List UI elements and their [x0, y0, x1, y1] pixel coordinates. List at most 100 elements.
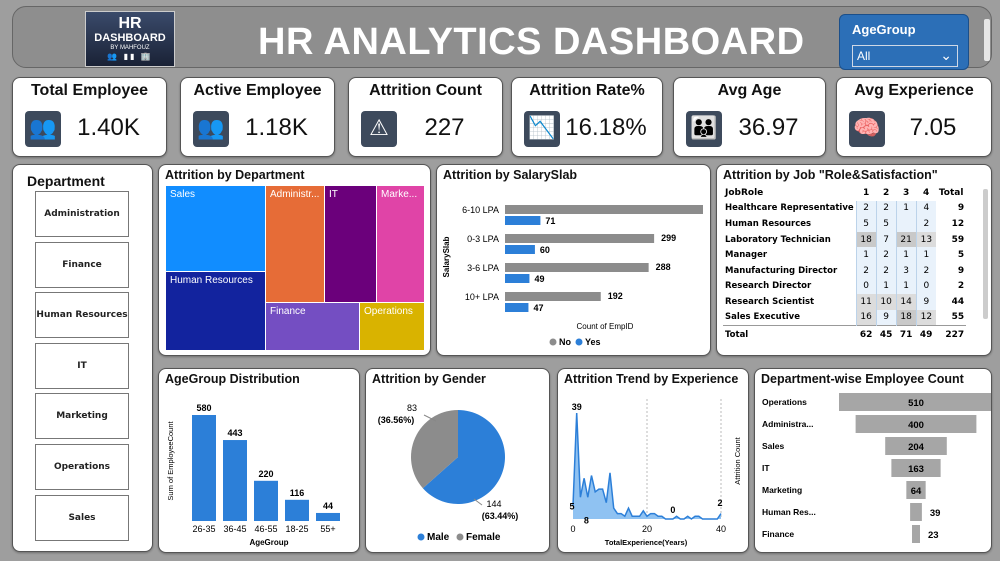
- trend-label-max: 39: [572, 402, 582, 412]
- attrition-by-gender-card: Attrition by Gender 83 (36.56%) 144 (63.44%…: [365, 368, 550, 553]
- kpi-title: Attrition Rate%: [529, 82, 645, 99]
- kpi-card: Avg Experience 🧠 7.05: [836, 77, 992, 157]
- jobrole-row[interactable]: Laboratory Technician 18 7 21 13 59: [723, 231, 966, 248]
- treemap-cell[interactable]: Administr...: [266, 186, 324, 302]
- treemap-cell[interactable]: Sales: [166, 186, 265, 271]
- age-xlabel: AgeGroup: [249, 538, 288, 547]
- treemap-cell[interactable]: Human Resources: [166, 272, 265, 350]
- trend-label-start: 5: [569, 501, 574, 511]
- kpi-card: Avg Age 👪 36.97: [673, 77, 826, 157]
- legend-no-marker: [549, 338, 557, 346]
- department-slicer-item[interactable]: Marketing: [35, 393, 129, 440]
- salary-bar-yes-label: 60: [540, 245, 550, 255]
- kpi-title: Attrition Count: [369, 82, 482, 99]
- jobrole-cell: 2: [915, 262, 937, 279]
- jobrole-total-cell: 49: [916, 324, 937, 341]
- jobrole-cell: 5: [957, 250, 965, 261]
- salary-bar-no-label: 192: [608, 291, 623, 301]
- salary-bar-yes-label: 71: [545, 216, 555, 226]
- jobrole-cell: Human Resources: [725, 218, 812, 229]
- jobrole-cell: 16: [855, 309, 877, 326]
- jobrole-row[interactable]: Sales Executive 16 9 18 12 55: [723, 309, 966, 326]
- agegroup-title: AgeGroup Distribution: [165, 372, 300, 386]
- age-category-label: 55+: [320, 524, 335, 534]
- salary-bar-no: [505, 292, 601, 301]
- department-slicer-item[interactable]: Administration: [35, 191, 129, 237]
- trend-area: [573, 413, 721, 519]
- age-bar-label: 44: [323, 501, 333, 511]
- jobrole-cell: 2: [855, 200, 877, 217]
- department-slicer-item[interactable]: Sales: [35, 494, 129, 541]
- agegroup-chart: Sum of EmployeeCount 580 26-35 443 36-45 220 4…: [166, 403, 340, 547]
- jobrole-cell: 1: [895, 200, 917, 217]
- jobrole-cell: 21: [895, 231, 917, 248]
- jobrole-scrollbar[interactable]: [983, 189, 988, 319]
- salary-bar-yes: [505, 274, 530, 283]
- department-slicer-item[interactable]: Human Resources: [35, 292, 129, 339]
- trend-tick-label: 40: [716, 524, 726, 534]
- agegroup-dropdown[interactable]: All ⌄: [852, 45, 958, 67]
- funnel-bar-label: 23: [928, 530, 939, 541]
- jobrole-cell: 55: [951, 312, 965, 323]
- jobrole-cell: 11: [855, 294, 877, 310]
- treemap-cell[interactable]: Finance: [266, 303, 359, 350]
- treemap-cell[interactable]: IT: [325, 186, 376, 302]
- jobrole-row[interactable]: Healthcare Representative 2 2 1 4 9: [723, 200, 966, 217]
- jobrole-cell: 13: [915, 231, 937, 248]
- kpi-value: 1.18K: [245, 114, 308, 141]
- legend-yes-label: Yes: [585, 337, 601, 347]
- jobrole-header-cell: Total: [938, 187, 964, 198]
- jobrole-row[interactable]: Research Scientist 11 10 14 9 44: [723, 294, 966, 310]
- funnel-category-label: IT: [762, 463, 770, 473]
- jobrole-header-cell: 3: [903, 187, 910, 198]
- jobrole-cell: 12: [915, 309, 937, 326]
- jobrole-cell: 2: [875, 262, 897, 279]
- legend-male-label: Male: [427, 532, 450, 543]
- declining-chart-icon: 📉: [524, 111, 560, 147]
- salary-category-label: 6-10 LPA: [462, 205, 499, 215]
- jobrole-cell: Research Scientist: [725, 296, 815, 307]
- pie-female-leader: [423, 414, 437, 422]
- jobrole-total-cell: 45: [876, 324, 897, 341]
- agegroup-slicer[interactable]: AgeGroup All ⌄: [839, 14, 969, 70]
- attrition-trend-card: Attrition Trend by Experience 39 8 5 0 2 0 20 4…: [557, 368, 749, 553]
- kpi-title: Active Employee: [193, 82, 322, 99]
- header-scrollbar[interactable]: [984, 19, 990, 61]
- age-bar: [254, 480, 278, 521]
- kpi-value: 7.05: [909, 114, 957, 141]
- trend-xlabel: TotalExperience(Years): [605, 538, 688, 547]
- jobrole-row[interactable]: Manager 1 2 1 1 5: [723, 247, 966, 263]
- legend-female-marker: [456, 533, 464, 541]
- jobrole-cell: 4: [915, 200, 937, 217]
- funnel-category-label: Administra...: [762, 419, 813, 429]
- department-slicer-item[interactable]: Operations: [35, 444, 129, 490]
- trend-ylabel: Attrition Count: [733, 436, 742, 484]
- salary-category-label: 10+ LPA: [465, 292, 499, 302]
- brain-head-icon: 🧠: [849, 111, 885, 147]
- jobrole-row[interactable]: Human Resources 5 5 2 12: [723, 216, 966, 232]
- kpi-card: Attrition Rate% 📉 16.18%: [511, 77, 663, 157]
- gender-title: Attrition by Gender: [372, 372, 486, 386]
- treemap-cell[interactable]: Operations: [360, 303, 424, 350]
- jobrole-cell: Healthcare Representative: [725, 203, 854, 214]
- jobrole-matrix: JobRole 1 2 3 4 Total Healthcare Representativ…: [723, 185, 967, 341]
- treemap-cell[interactable]: Marke...: [377, 186, 424, 302]
- department-slicer-item[interactable]: IT: [35, 342, 129, 389]
- trend-label-8: 8: [584, 515, 589, 525]
- jobrole-header-cell: 1: [863, 187, 870, 198]
- age-bar-label: 116: [290, 488, 305, 498]
- legend-male-marker: [417, 533, 425, 541]
- jobrole-row[interactable]: Manufacturing Director 2 2 3 2 9: [723, 262, 966, 279]
- funnel-bar: [855, 415, 977, 433]
- age-bar: [223, 440, 247, 521]
- department-slicer-item[interactable]: Finance: [35, 241, 129, 288]
- salary-category-label: 3-6 LPA: [467, 263, 499, 273]
- jobrole-total-cell: 71: [896, 324, 917, 341]
- trend-label-zero: 0: [670, 505, 675, 515]
- salary-ylabel: SalarySlab: [442, 236, 451, 277]
- jobrole-row[interactable]: Research Director 0 1 1 0 2: [723, 278, 966, 295]
- attrition-by-salaryslab-card: Attrition by SalarySlab SalarySlab 6-10 L…: [436, 164, 711, 356]
- logo-line1: HR: [118, 15, 142, 32]
